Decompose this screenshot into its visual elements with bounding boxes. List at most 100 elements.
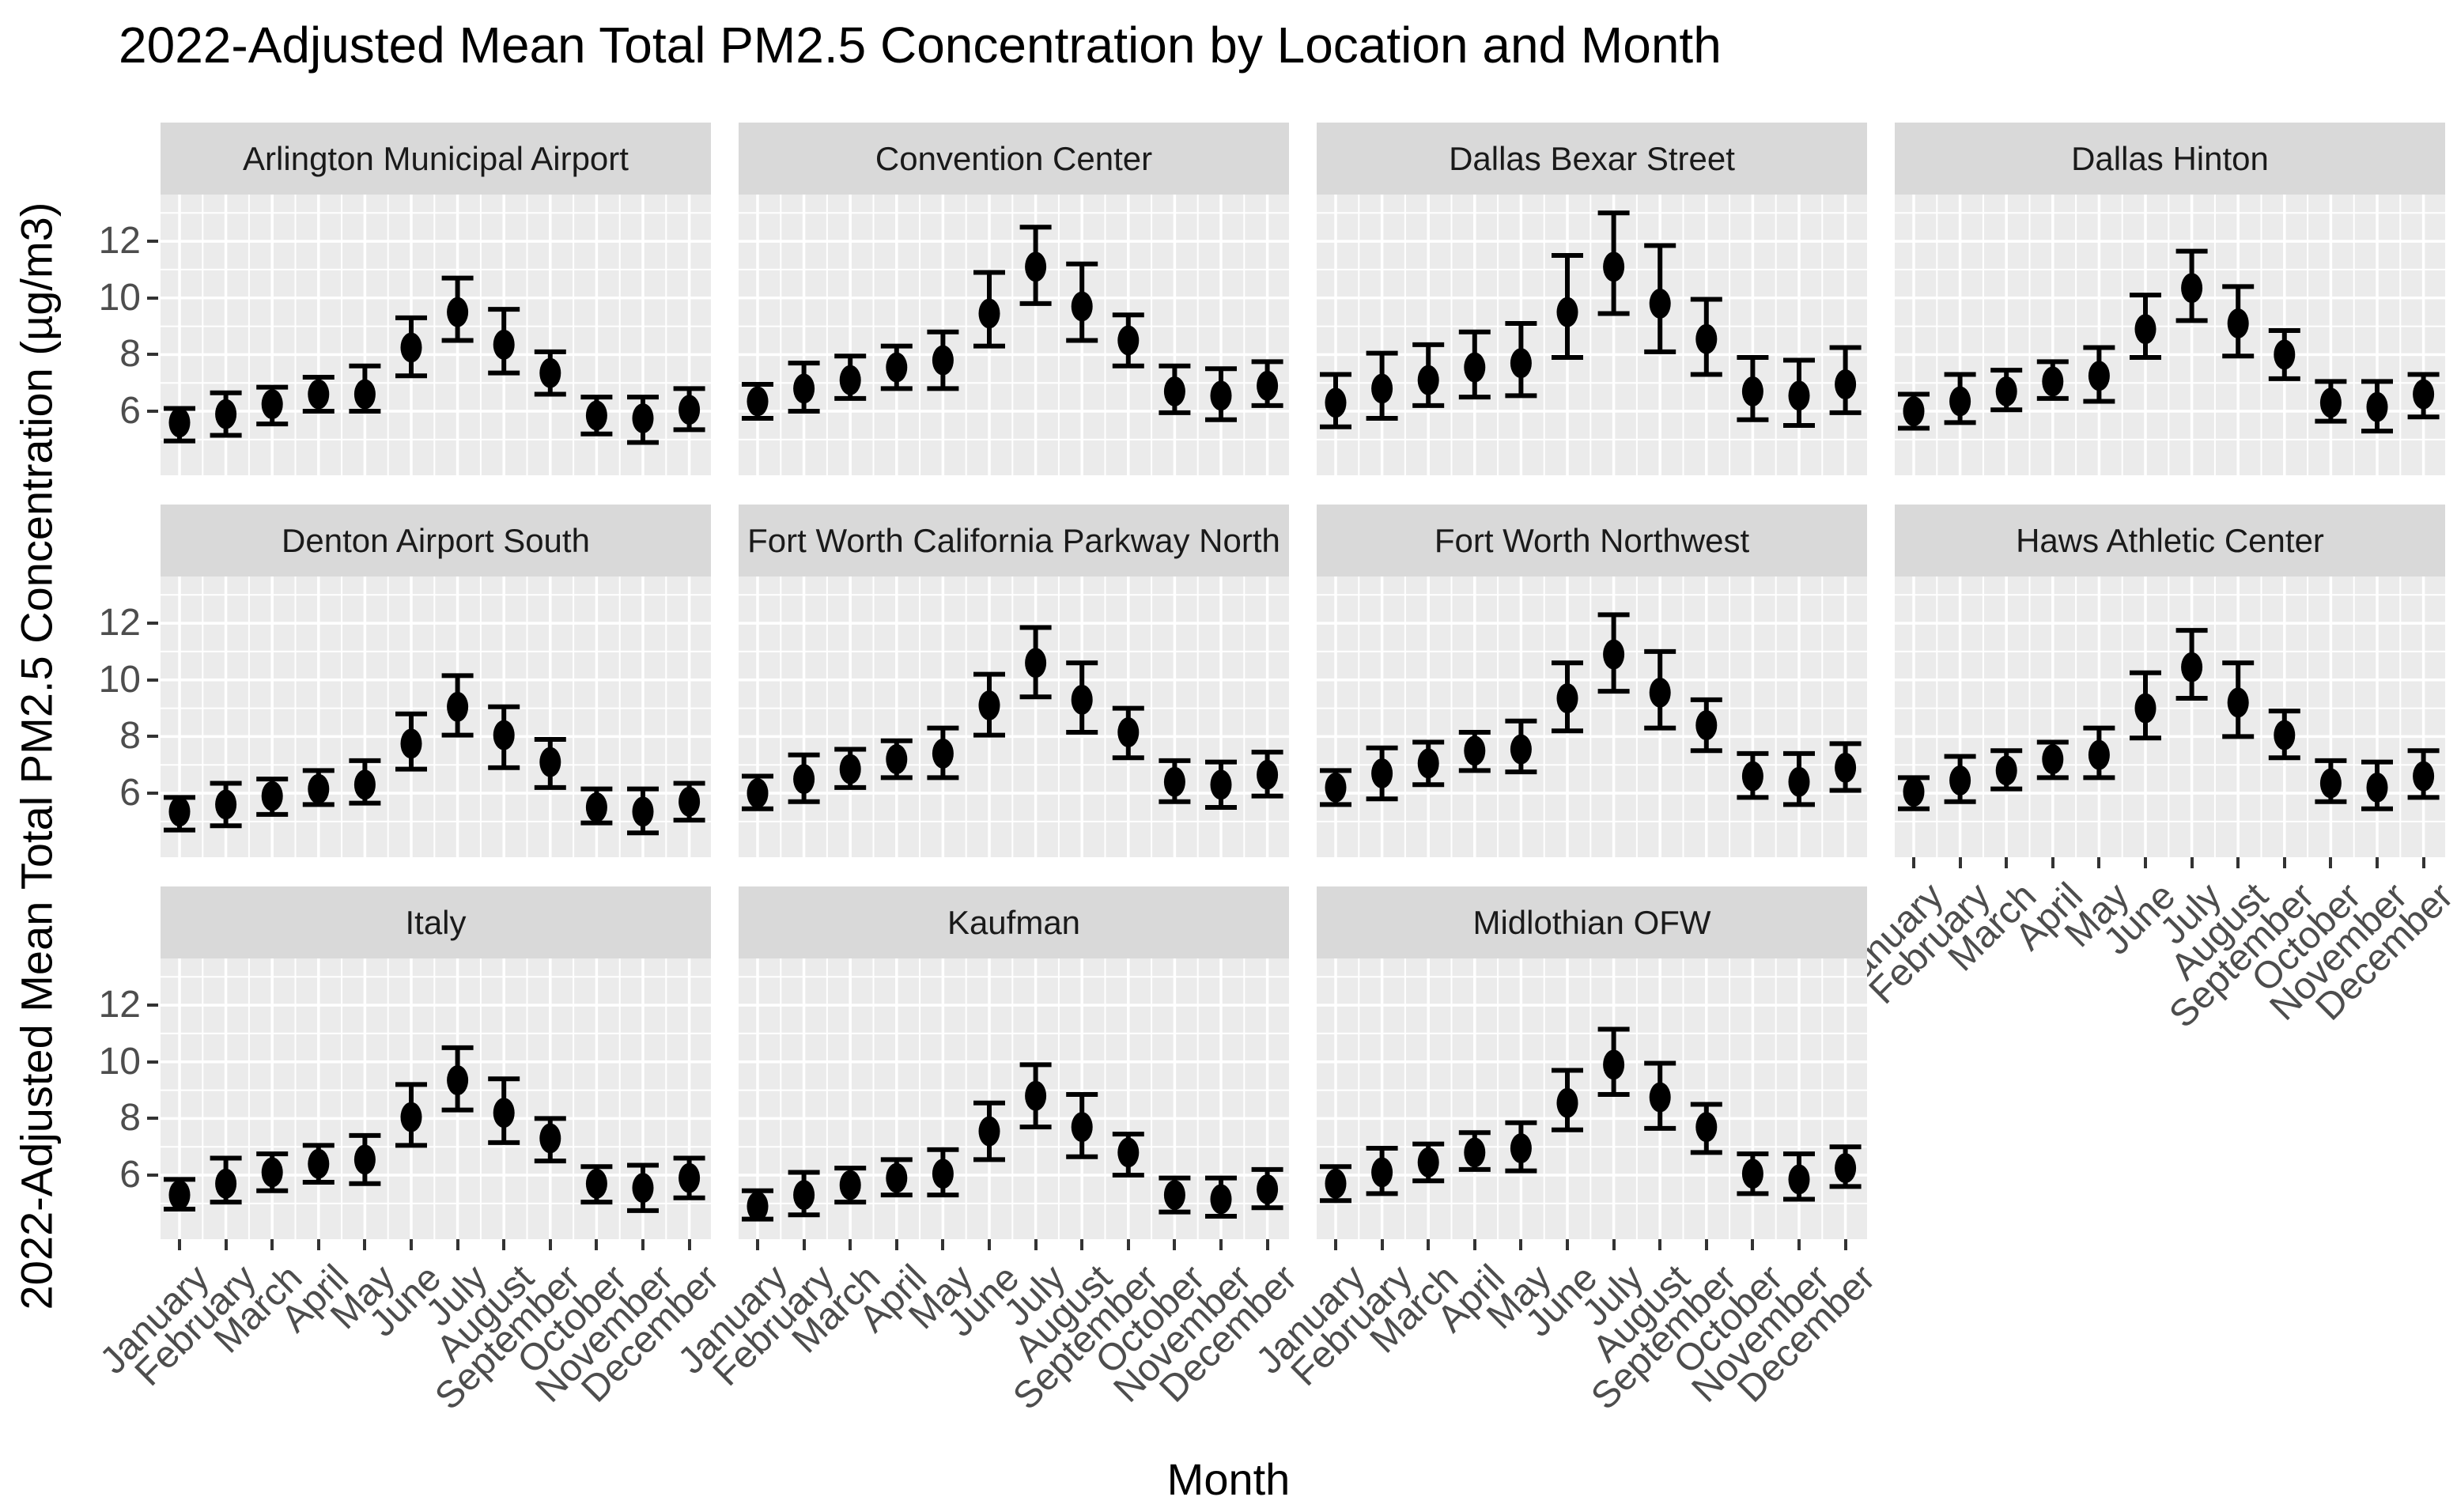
errorbar-point [973,1100,1005,1162]
errorbar-point [210,781,242,829]
errorbar-point [1783,750,1815,807]
facet-title: Dallas Hinton [2071,139,2269,177]
errorbar-point [441,673,474,738]
x-tick-mark [2097,857,2101,868]
errorbar-point [256,384,289,427]
gridlines-minor [739,195,1289,475]
errorbar-point [927,725,959,781]
gridlines-major [161,195,711,475]
errorbar-point [1412,739,1445,788]
errorbar-point [349,1132,381,1186]
x-tick-mark [641,1239,644,1250]
errorbar-point [1737,354,1769,422]
facet-plot [739,576,1289,857]
errorbar-point [534,349,566,397]
x-tick-mark [1519,1239,1523,1250]
y-tick-label: 10 [98,276,141,319]
y-tick-mark [147,353,158,357]
errorbar-point [1552,660,1583,734]
errorbar-point [2315,379,2347,424]
errorbar-point [2361,759,2393,811]
errorbar-point [2268,327,2300,381]
x-tick-mark [894,1239,898,1250]
errorbar-point [627,786,659,836]
errorbar-series [742,225,1283,422]
errorbar-point [1112,312,1144,369]
facet-strip: Midlothian OFW [1317,886,1867,958]
errorbar-point [1944,372,1976,425]
y-tick-label: 6 [119,1154,141,1196]
y-tick-label: 8 [119,715,141,758]
errorbar-point [1990,368,2023,413]
facet-title: Midlothian OFW [1472,903,1711,941]
errorbar-point [534,1116,566,1164]
errorbar-point [2175,248,2208,323]
facet-panel [739,576,1289,857]
facet-title: Convention Center [875,139,1153,177]
x-axis-title: Month [1166,1454,1291,1504]
errorbar-series [164,1045,705,1213]
gridlines-minor [739,958,1289,1239]
facet-plot [161,958,711,1239]
x-tick-mark [1034,1239,1038,1250]
errorbar-point [580,786,613,826]
errorbar-point [256,1151,289,1193]
errorbar-point [1990,748,2023,792]
errorbar-series [1320,612,1862,807]
facet-title: Fort Worth Northwest [1434,521,1750,559]
gridlines-major [739,576,1289,857]
facet-strip: Italy [161,886,711,958]
y-tick-mark [147,1060,158,1064]
x-tick-mark [1427,1239,1431,1250]
errorbar-point [2083,345,2115,404]
x-tick-mark [2329,857,2333,868]
errorbar-point [1898,391,1930,431]
errorbar-point [1458,1130,1491,1172]
errorbar-point [395,1082,427,1148]
errorbar-point [2036,739,2069,781]
errorbar-point [1829,345,1862,415]
errorbar-point [1205,366,1237,422]
y-tick-mark [147,240,158,244]
errorbar-point [1644,648,1676,731]
facet-panel [161,958,711,1239]
y-tick-label: 12 [98,984,141,1026]
errorbar-point [1783,357,1815,428]
errorbar-point [488,704,520,770]
facet-title: Kaufman [947,903,1081,941]
x-tick-mark [1658,1239,1662,1250]
errorbar-series [1898,248,2440,434]
errorbar-point [1066,660,1098,735]
errorbar-point [441,1045,474,1113]
x-tick-mark [941,1239,945,1250]
errorbar-point [1552,1068,1583,1132]
errorbar-series [1320,1026,1862,1204]
x-tick-mark [316,1239,320,1250]
x-tick-mark [2236,857,2240,868]
x-tick-mark [224,1239,228,1250]
y-tick-label: 8 [119,333,141,376]
errorbar-point [534,736,566,790]
errorbar-point [1737,1151,1769,1196]
errorbar-point [1066,261,1098,343]
errorbar-point [349,363,381,414]
errorbar-point [788,361,820,414]
errorbar-point [1690,1102,1722,1155]
errorbar-point [580,395,613,437]
errorbar-point [256,777,289,817]
errorbar-point [349,758,381,806]
errorbar-point [1019,625,1052,700]
x-tick-mark [1080,1239,1084,1250]
errorbar-point [1783,1151,1815,1202]
x-tick-mark [1612,1239,1616,1250]
gridlines-major [739,958,1289,1239]
gridlines-major [1317,576,1867,857]
facet-panel [1895,576,2445,857]
facet-panel [1317,195,1867,475]
errorbar-point [627,1162,659,1213]
errorbar-point [580,1164,613,1205]
x-tick-mark [502,1239,506,1250]
y-tick-mark [147,296,158,300]
errorbar-point [2222,284,2255,359]
errorbar-point [1320,1164,1351,1204]
